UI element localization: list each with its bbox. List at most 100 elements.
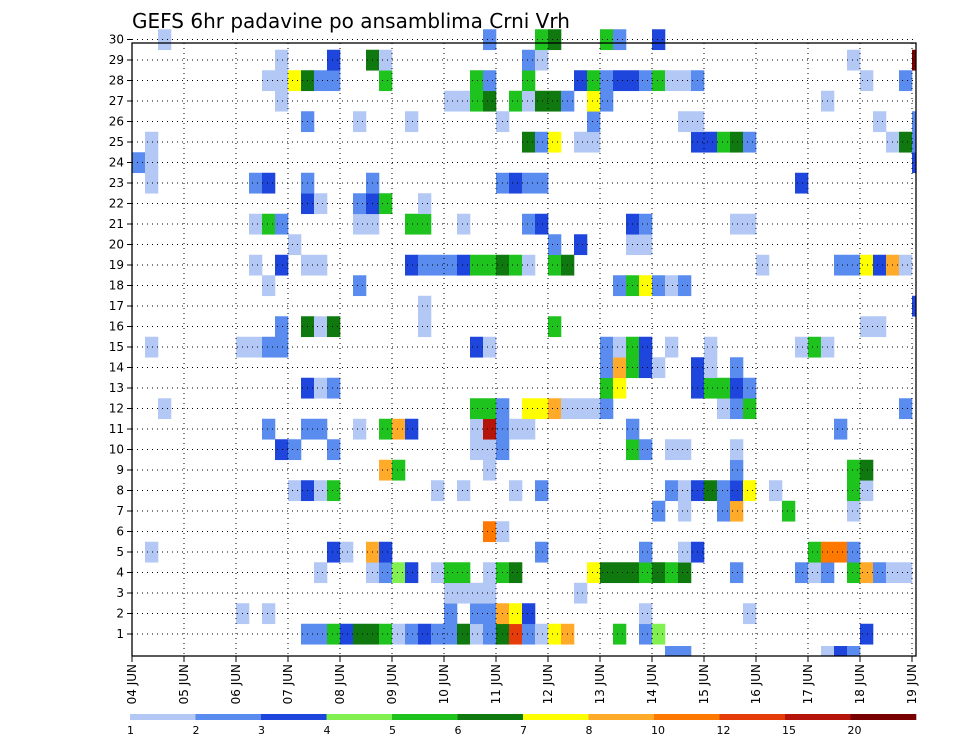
heatmap-cell bbox=[470, 254, 484, 276]
y-tick-label: 7 bbox=[116, 504, 124, 518]
heatmap-cell bbox=[795, 562, 809, 584]
heatmap-cell bbox=[847, 500, 861, 522]
heatmap-cell bbox=[587, 562, 601, 584]
heatmap-cell bbox=[665, 646, 679, 656]
heatmap-cell bbox=[379, 562, 393, 584]
heatmap-cell bbox=[574, 398, 588, 420]
heatmap-cell bbox=[509, 90, 523, 112]
heatmap-cell bbox=[262, 336, 276, 358]
heatmap-cell bbox=[912, 49, 917, 71]
heatmap-cell bbox=[639, 562, 653, 584]
colorbar-label: 7 bbox=[520, 724, 527, 737]
heatmap-cell bbox=[132, 152, 146, 174]
y-tick-label: 17 bbox=[109, 299, 124, 313]
heatmap-cell bbox=[262, 418, 276, 440]
heatmap-cell bbox=[483, 603, 497, 625]
heatmap-cell bbox=[730, 357, 744, 379]
x-tick-label: 12 JUN bbox=[541, 664, 555, 704]
colorbar-swatch bbox=[654, 714, 720, 720]
heatmap-cell bbox=[158, 29, 172, 51]
heatmap-cell bbox=[379, 418, 393, 440]
heatmap-cell bbox=[509, 172, 523, 194]
x-tick-label: 04 JUN bbox=[125, 664, 139, 704]
heatmap-cell bbox=[262, 172, 276, 194]
heatmap-cell bbox=[639, 541, 653, 563]
heatmap-cell bbox=[717, 377, 731, 399]
heatmap-cell bbox=[470, 336, 484, 358]
heatmap-cell bbox=[379, 193, 393, 215]
heatmap-cell bbox=[262, 70, 276, 92]
heatmap-cell bbox=[548, 316, 562, 338]
y-tick-label: 24 bbox=[109, 156, 124, 170]
heatmap-cell bbox=[678, 439, 692, 461]
heatmap-cell bbox=[652, 275, 666, 297]
heatmap-cell bbox=[678, 541, 692, 563]
heatmap-cell bbox=[457, 562, 471, 584]
heatmap-cell bbox=[769, 480, 783, 502]
colorbar-swatch bbox=[719, 714, 786, 720]
heatmap-cell bbox=[327, 316, 341, 338]
heatmap-cell bbox=[457, 623, 471, 645]
heatmap-cell bbox=[444, 90, 458, 112]
heatmap-cell bbox=[535, 29, 549, 51]
heatmap-cell bbox=[639, 623, 653, 645]
heatmap-cell bbox=[834, 541, 848, 563]
heatmap-cell bbox=[639, 336, 653, 358]
heatmap-cell bbox=[509, 254, 523, 276]
heatmap-cell bbox=[314, 418, 328, 440]
heatmap-cell bbox=[548, 90, 562, 112]
heatmap-cell bbox=[483, 521, 497, 543]
heatmap-cell bbox=[704, 336, 718, 358]
heatmap-cell bbox=[873, 562, 887, 584]
heatmap-cell bbox=[353, 275, 367, 297]
y-tick-label: 20 bbox=[109, 238, 124, 252]
heatmap-cell bbox=[548, 398, 562, 420]
heatmap-cell bbox=[574, 582, 588, 604]
heatmap-cell bbox=[600, 336, 614, 358]
heatmap-cell bbox=[457, 213, 471, 235]
y-tick-label: 3 bbox=[116, 586, 124, 600]
heatmap-cell bbox=[249, 172, 263, 194]
colorbar-swatch bbox=[130, 714, 196, 720]
heatmap-cell bbox=[730, 439, 744, 461]
colorbar-swatch bbox=[457, 714, 524, 720]
heatmap-cell bbox=[314, 377, 328, 399]
heatmap-cell bbox=[379, 623, 393, 645]
heatmap-cell bbox=[483, 29, 497, 51]
heatmap-cell bbox=[821, 646, 835, 656]
heatmap-cell bbox=[639, 603, 653, 625]
heatmap-cell bbox=[340, 541, 354, 563]
heatmap-cell bbox=[353, 193, 367, 215]
heatmap-cell bbox=[509, 418, 523, 440]
heatmap-cell bbox=[600, 90, 614, 112]
heatmap-cell bbox=[405, 418, 419, 440]
y-tick-label: 6 bbox=[116, 525, 124, 539]
colorbar-label: 6 bbox=[455, 724, 462, 737]
heatmap-cell bbox=[600, 29, 614, 51]
heatmap-cell bbox=[847, 562, 861, 584]
heatmap-cell bbox=[249, 336, 263, 358]
heatmap-cell bbox=[639, 357, 653, 379]
heatmap-cell bbox=[548, 623, 562, 645]
heatmap-cell bbox=[353, 623, 367, 645]
x-axis: 04 JUN 05 JUN 06 JUN 07 JUN 08 JUN 09 JUN 10 J… bbox=[125, 656, 919, 704]
heatmap-cell bbox=[613, 275, 627, 297]
heatmap-cell bbox=[314, 193, 328, 215]
heatmap-cell bbox=[288, 70, 302, 92]
heatmap-cell bbox=[574, 70, 588, 92]
colorbar-label: 1 bbox=[127, 724, 134, 737]
heatmap-cell bbox=[860, 316, 874, 338]
heatmap-cell bbox=[392, 623, 406, 645]
y-tick-label: 10 bbox=[109, 443, 124, 457]
heatmap-cell bbox=[847, 254, 861, 276]
heatmap-cell bbox=[392, 418, 406, 440]
heatmap-cell bbox=[587, 70, 601, 92]
heatmap-cell bbox=[834, 418, 848, 440]
heatmap-cell bbox=[548, 234, 562, 256]
heatmap-cell bbox=[535, 90, 549, 112]
heatmap-cell bbox=[327, 541, 341, 563]
heatmap-cell bbox=[743, 377, 757, 399]
heatmap-cell bbox=[444, 582, 458, 604]
heatmap-cell bbox=[834, 646, 848, 656]
heatmap-cell bbox=[600, 562, 614, 584]
